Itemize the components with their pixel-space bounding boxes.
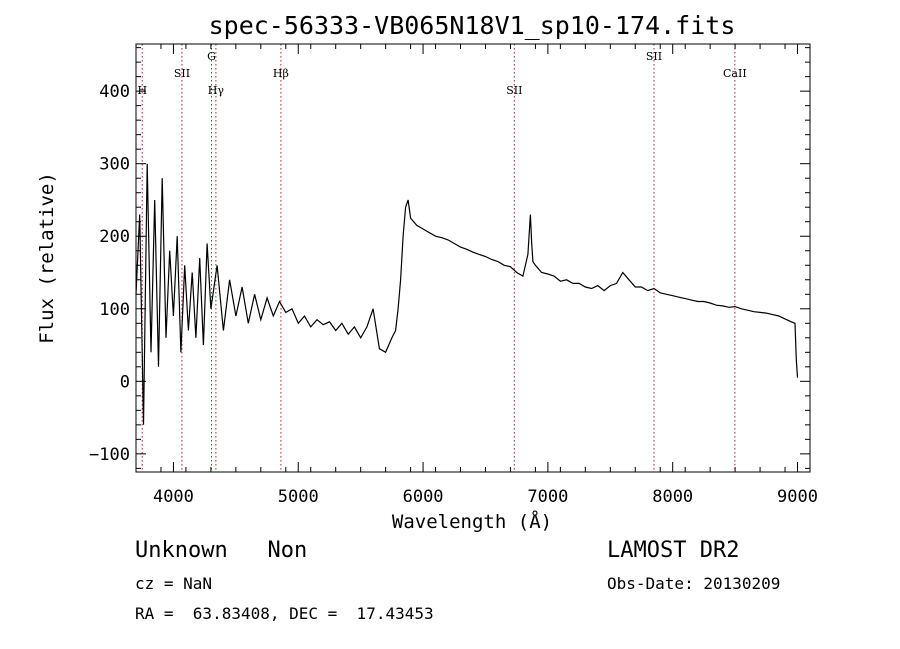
x-tick-label: 9000	[777, 487, 818, 507]
obs-date-label: Obs-Date: 20130209	[607, 574, 781, 593]
class-label: Unknown Non	[135, 538, 308, 563]
spectral-line-label: Hγ	[208, 84, 225, 97]
redshift-label: cz = NaN	[135, 574, 213, 593]
spectral-line-label: G	[207, 50, 216, 63]
spectral-line-label: Hβ	[273, 67, 289, 80]
x-tick-label: 4000	[153, 487, 194, 507]
plot-frame	[135, 43, 811, 473]
y-tick-label: 100	[99, 300, 130, 320]
y-tick-label: −100	[89, 445, 130, 465]
spectrum-line	[135, 163, 799, 425]
x-tick-label: 6000	[403, 487, 444, 507]
spectral-line-label: SII	[506, 84, 522, 97]
y-tick-label: 200	[99, 227, 130, 247]
x-tick-label: 7000	[527, 487, 568, 507]
x-tick-label: 5000	[278, 487, 319, 507]
x-tick-label: 8000	[652, 487, 693, 507]
survey-label: LAMOST DR2	[607, 538, 740, 563]
x-axis-label: Wavelength (Å)	[392, 510, 552, 533]
y-axis-label: Flux (relative)	[36, 172, 58, 344]
spectral-line-markers: H SII G Hγ Hβ SII SII CaII	[137, 44, 747, 472]
spectral-line-label: CaII	[723, 67, 747, 80]
coordinates-label: RA = 63.83408, DEC = 17.43453	[135, 604, 434, 623]
chart-title: spec-56333-VB065N18V1_sp10-174.fits	[209, 11, 736, 40]
spectral-line-label: H	[137, 84, 147, 97]
axes: 4000 5000 6000 7000 8000 9000 −100 0 100 200 300 40…	[89, 44, 818, 507]
spectral-line-label: SII	[174, 67, 190, 80]
y-tick-label: 400	[99, 82, 130, 102]
spectral-line-label: SII	[646, 50, 662, 63]
y-tick-label: 300	[99, 155, 130, 175]
y-tick-label: 0	[120, 372, 130, 392]
